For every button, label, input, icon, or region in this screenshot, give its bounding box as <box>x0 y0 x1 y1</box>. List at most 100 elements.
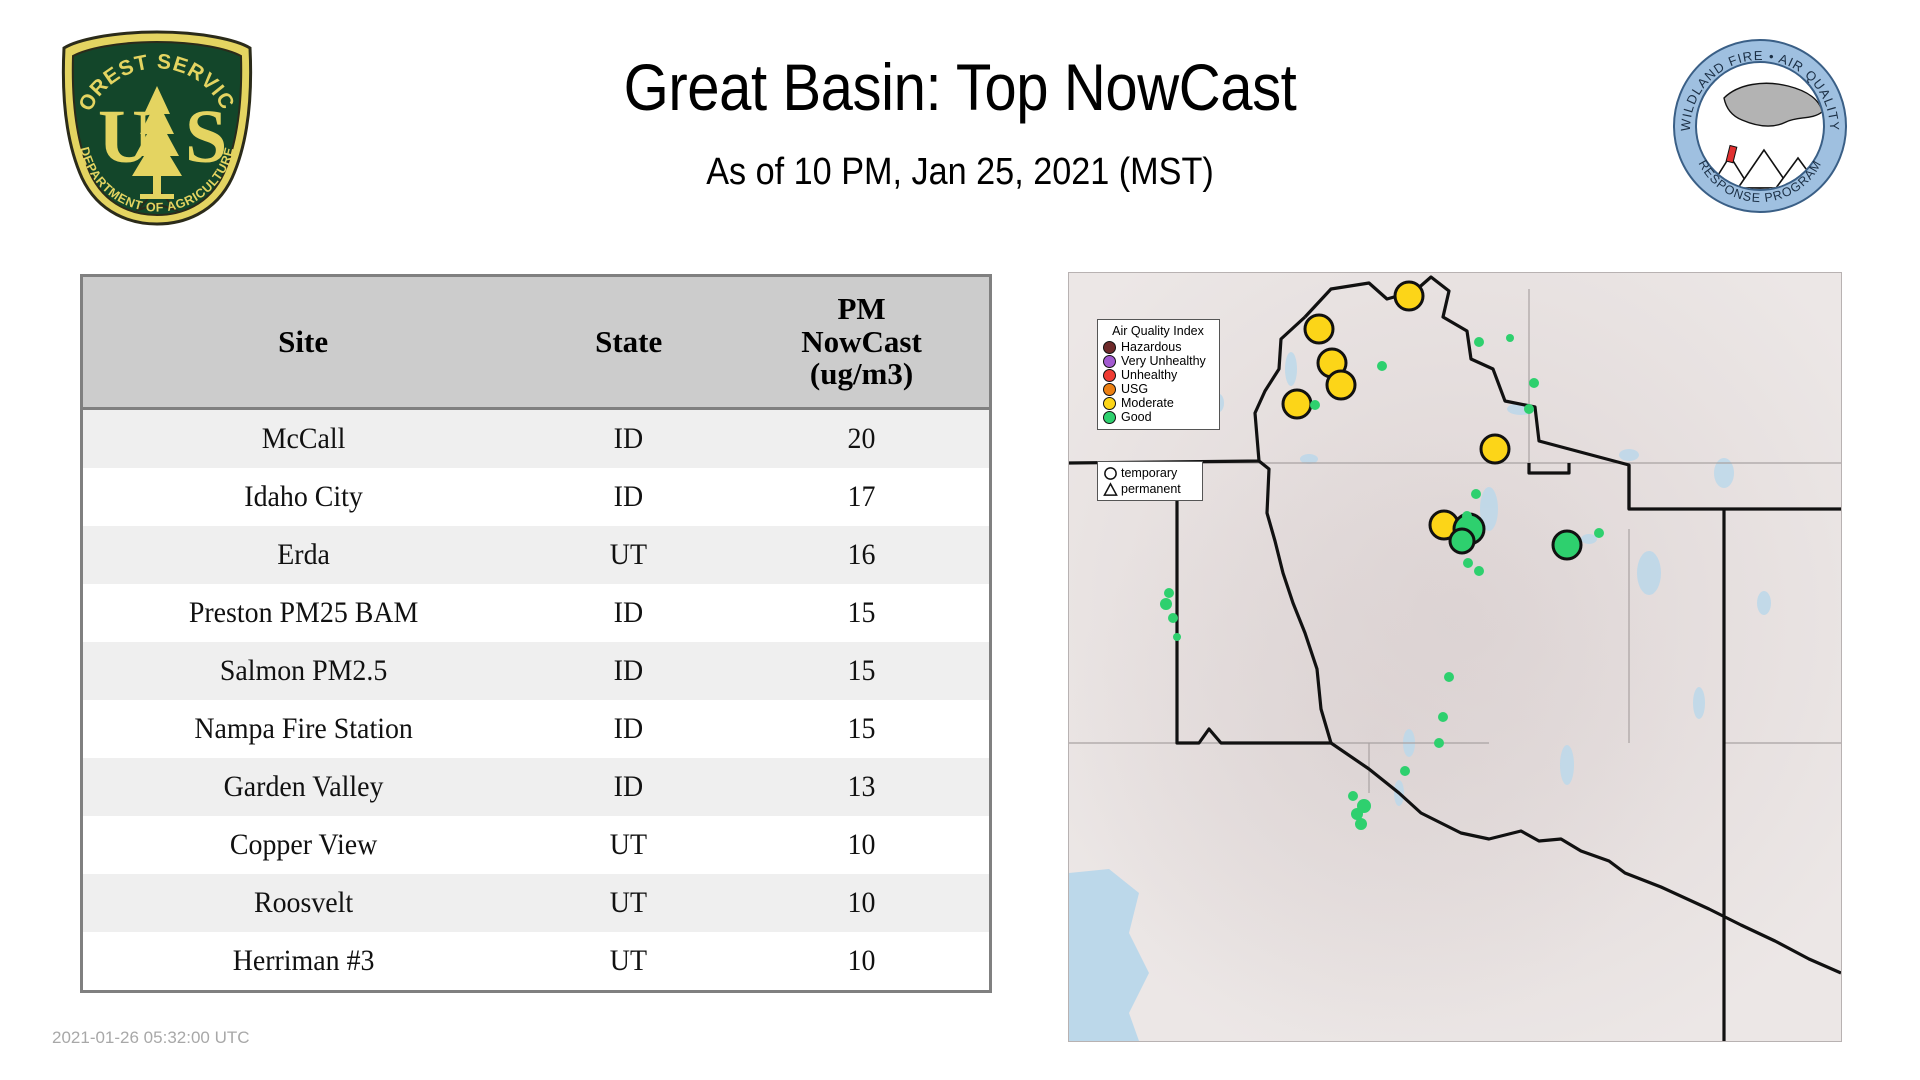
usda-forest-service-shield-logo: FOREST SERVICE U S DEPARTMENT OF AGRICUL… <box>52 28 253 226</box>
temporary-monitor-circle-icon <box>1104 466 1117 480</box>
column-header-state: State <box>523 275 735 409</box>
map-marker-moderate[interactable] <box>1479 433 1511 465</box>
table-row: Salmon PM2.5 ID 15 <box>81 642 991 700</box>
map-marker-good[interactable] <box>1168 613 1178 623</box>
aqi-legend-label: USG <box>1121 382 1149 396</box>
cell-site-name: Idaho City <box>243 480 363 513</box>
column-header-pm-line3: (ug/m3) <box>809 356 914 392</box>
air-quality-index-legend: Air Quality Index Hazardous Very Unhealth… <box>1097 319 1220 430</box>
cell-state-code: ID <box>613 770 644 803</box>
cell-site-name: Garden Valley <box>223 770 384 803</box>
top-nowcast-table-container: Site State PM NowCast (ug/m3) McCall ID 20… <box>80 274 992 993</box>
cell-pm-nowcast-value: 17 <box>847 480 876 513</box>
map-marker-good[interactable] <box>1524 404 1534 414</box>
table-row: Herriman #3 UT 10 <box>81 932 991 992</box>
map-marker-good[interactable] <box>1471 489 1481 499</box>
map-marker-good[interactable] <box>1348 791 1358 801</box>
cell-state-code: UT <box>610 944 648 977</box>
legend-label-permanent: permanent <box>1121 482 1181 496</box>
title-block: Great Basin: Top NowCast As of 10 PM, Ja… <box>280 51 1640 194</box>
aqi-legend-row: Hazardous <box>1103 340 1213 354</box>
table-row: Idaho City ID 17 <box>81 468 991 526</box>
map-marker-good[interactable] <box>1400 766 1410 776</box>
map-marker-moderate[interactable] <box>1281 388 1313 420</box>
cell-pm-nowcast-value: 10 <box>847 828 876 861</box>
aqi-legend-title: Air Quality Index <box>1112 324 1204 338</box>
wildland-fire-air-quality-seal-logo: WILDLAND FIRE • AIR QUALITY RESPONSE PRO… <box>1673 39 1847 213</box>
cell-site-name: Nampa Fire Station <box>193 712 413 745</box>
table-row: McCall ID 20 <box>81 408 991 468</box>
cell-pm-nowcast-value: 15 <box>847 596 876 629</box>
table-row: Erda UT 16 <box>81 526 991 584</box>
map-marker-good[interactable] <box>1444 672 1454 682</box>
column-header-pm-line1: PM <box>837 291 886 327</box>
map-monitor-markers <box>1160 280 1604 830</box>
cell-site-name: Erda <box>276 538 330 571</box>
map-marker-good[interactable] <box>1462 511 1472 521</box>
map-marker-good[interactable] <box>1164 588 1174 598</box>
aqi-legend-row: Good <box>1103 410 1213 424</box>
table-header: Site State PM NowCast (ug/m3) <box>81 275 991 409</box>
cell-site-name: Roosvelt <box>253 886 353 919</box>
cell-state-code: ID <box>613 712 644 745</box>
monitor-type-legend: temporary permanent <box>1097 461 1203 501</box>
map-marker-moderate[interactable] <box>1303 313 1335 345</box>
map-marker-good[interactable] <box>1463 558 1473 568</box>
aqi-legend-label: Moderate <box>1121 396 1174 410</box>
cell-state-code: ID <box>613 654 644 687</box>
table-row: Nampa Fire Station ID 15 <box>81 700 991 758</box>
aqi-legend-row: Moderate <box>1103 396 1213 410</box>
cell-state-code: UT <box>610 538 648 571</box>
cell-pm-nowcast-value: 16 <box>847 538 876 571</box>
cell-state-code: ID <box>613 480 644 513</box>
map-marker-moderate[interactable] <box>1325 369 1357 401</box>
cell-site-name: Preston PM25 BAM <box>188 596 418 629</box>
aqi-legend-label: Unhealthy <box>1121 368 1178 382</box>
map-marker-good[interactable] <box>1594 528 1604 538</box>
column-header-pm-nowcast: PM NowCast (ug/m3) <box>734 275 991 409</box>
cell-state-code: UT <box>610 886 648 919</box>
aqi-legend-swatch-icon <box>1103 382 1116 396</box>
aqi-legend-swatch-icon <box>1103 396 1116 410</box>
map-marker-good[interactable] <box>1448 527 1476 555</box>
cell-site-name: Salmon PM2.5 <box>219 654 387 687</box>
cell-site-name: McCall <box>261 422 345 455</box>
smoke-plume-icon <box>1723 82 1823 127</box>
map-marker-good[interactable] <box>1160 598 1172 610</box>
map-marker-good[interactable] <box>1506 334 1514 342</box>
map-state-boundaries <box>1069 275 1841 1041</box>
map-marker-good[interactable] <box>1173 633 1181 641</box>
map-marker-good[interactable] <box>1310 400 1320 410</box>
aqi-legend-swatch-icon <box>1103 410 1116 424</box>
table-row: Roosvelt UT 10 <box>81 874 991 932</box>
map-marker-good[interactable] <box>1474 566 1484 576</box>
map-marker-good[interactable] <box>1438 712 1448 722</box>
legend-row-permanent: permanent <box>1103 481 1197 497</box>
aqi-legend-row: Very Unhealthy <box>1103 354 1213 368</box>
page-header: FOREST SERVICE U S DEPARTMENT OF AGRICUL… <box>0 0 1920 230</box>
map-marker-good[interactable] <box>1551 529 1583 561</box>
map-marker-good[interactable] <box>1355 818 1367 830</box>
legend-label-temporary: temporary <box>1121 466 1178 480</box>
cell-site-name: Herriman #3 <box>232 944 374 977</box>
air-quality-monitor-map[interactable]: Air Quality Index Hazardous Very Unhealth… <box>1068 272 1842 1042</box>
map-marker-good[interactable] <box>1351 808 1363 820</box>
cell-site-name: Copper View <box>229 828 377 861</box>
table-row: Preston PM25 BAM ID 15 <box>81 584 991 642</box>
map-marker-good[interactable] <box>1377 361 1387 371</box>
cell-pm-nowcast-value: 10 <box>847 886 876 919</box>
cell-pm-nowcast-value: 20 <box>847 422 876 455</box>
map-marker-good[interactable] <box>1474 337 1484 347</box>
aqi-legend-swatch-icon <box>1103 368 1116 382</box>
map-marker-good[interactable] <box>1529 378 1539 388</box>
map-marker-good[interactable] <box>1434 738 1444 748</box>
cell-state-code: ID <box>613 596 644 629</box>
aqi-legend-row: Unhealthy <box>1103 368 1213 382</box>
aqi-legend-label: Good <box>1121 410 1152 424</box>
column-header-site: Site <box>81 275 524 409</box>
top-nowcast-table: Site State PM NowCast (ug/m3) McCall ID 20… <box>80 274 992 993</box>
aqi-legend-label: Very Unhealthy <box>1121 354 1206 368</box>
aqi-legend-row: USG <box>1103 382 1213 396</box>
cell-state-code: UT <box>610 828 648 861</box>
map-marker-moderate[interactable] <box>1393 280 1425 312</box>
